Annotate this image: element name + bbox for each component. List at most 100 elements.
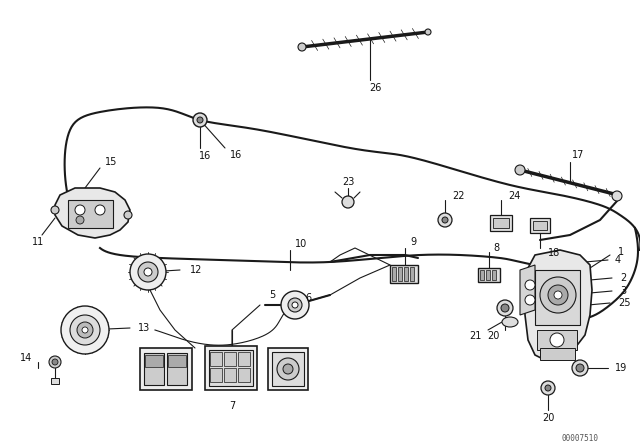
Bar (535, 270, 580, 325)
Ellipse shape (502, 317, 518, 327)
Polygon shape (55, 188, 130, 238)
Bar (272, 352, 304, 386)
Text: 22: 22 (452, 191, 465, 201)
Text: 3: 3 (620, 286, 626, 296)
Circle shape (52, 359, 58, 365)
Bar (238, 368, 250, 382)
Bar (390, 265, 418, 283)
Bar (268, 348, 308, 390)
Bar (205, 346, 257, 390)
Bar (224, 352, 236, 366)
Circle shape (70, 315, 100, 345)
Circle shape (51, 206, 59, 214)
Bar (51, 378, 59, 384)
Bar (410, 267, 414, 281)
Bar (210, 352, 222, 366)
Bar (480, 270, 484, 280)
Bar (492, 270, 496, 280)
Text: 8: 8 (493, 243, 499, 253)
Bar (392, 267, 396, 281)
Bar (530, 218, 550, 233)
Circle shape (501, 304, 509, 312)
Circle shape (283, 364, 293, 374)
Text: 18: 18 (548, 248, 560, 258)
Bar (210, 368, 222, 382)
Text: 9: 9 (410, 237, 416, 247)
Circle shape (545, 385, 551, 391)
Text: 7: 7 (229, 401, 235, 411)
Circle shape (298, 43, 306, 51)
Circle shape (612, 191, 622, 201)
Circle shape (130, 254, 166, 290)
Circle shape (281, 291, 309, 319)
Text: 17: 17 (572, 150, 584, 160)
Circle shape (138, 262, 158, 282)
Circle shape (442, 217, 448, 223)
Text: 26: 26 (369, 83, 381, 93)
Circle shape (515, 165, 525, 175)
Circle shape (342, 196, 354, 208)
Bar (478, 268, 500, 282)
Text: 21: 21 (470, 331, 482, 341)
Text: 24: 24 (508, 191, 520, 201)
Text: 14: 14 (20, 353, 32, 363)
Circle shape (541, 381, 555, 395)
Polygon shape (520, 265, 535, 315)
Bar (140, 348, 192, 390)
Text: 5: 5 (269, 290, 275, 300)
Bar (533, 221, 547, 230)
Circle shape (288, 298, 302, 312)
Bar (68, 200, 113, 228)
Bar (224, 368, 236, 382)
Bar (537, 330, 577, 350)
Bar (404, 267, 408, 281)
Circle shape (49, 356, 61, 368)
Circle shape (438, 213, 452, 227)
Circle shape (61, 306, 109, 354)
Text: 19: 19 (615, 363, 627, 373)
Bar (490, 215, 512, 231)
Circle shape (77, 322, 93, 338)
Text: 20: 20 (542, 413, 554, 423)
Circle shape (193, 113, 207, 127)
Circle shape (197, 117, 203, 123)
Text: 1: 1 (618, 247, 624, 257)
Text: 20: 20 (488, 331, 500, 341)
Circle shape (548, 285, 568, 305)
Circle shape (277, 358, 299, 380)
Circle shape (525, 295, 535, 305)
Text: 4: 4 (615, 255, 621, 265)
Bar (167, 353, 187, 385)
Bar (209, 350, 253, 386)
Bar (145, 355, 163, 367)
Circle shape (75, 205, 85, 215)
Text: 15: 15 (105, 157, 117, 167)
Bar (493, 218, 509, 228)
Circle shape (576, 364, 584, 372)
Circle shape (550, 333, 564, 347)
Circle shape (124, 211, 132, 219)
Circle shape (497, 300, 513, 316)
Circle shape (425, 29, 431, 35)
Circle shape (540, 277, 576, 313)
Bar (540, 348, 575, 360)
Circle shape (572, 360, 588, 376)
Text: 25: 25 (618, 298, 630, 308)
Circle shape (554, 291, 562, 299)
Polygon shape (525, 250, 592, 360)
Circle shape (76, 216, 84, 224)
Bar (144, 353, 164, 385)
Bar (398, 267, 402, 281)
Text: 10: 10 (295, 239, 307, 249)
Circle shape (95, 205, 105, 215)
Circle shape (525, 280, 535, 290)
Text: 12: 12 (190, 265, 202, 275)
Bar (168, 355, 186, 367)
Text: 13: 13 (138, 323, 150, 333)
Text: 2: 2 (620, 273, 627, 283)
Circle shape (292, 302, 298, 308)
Bar (486, 270, 490, 280)
Text: 11: 11 (32, 237, 44, 247)
Text: 00007510: 00007510 (561, 434, 598, 443)
Text: 23: 23 (342, 177, 354, 187)
